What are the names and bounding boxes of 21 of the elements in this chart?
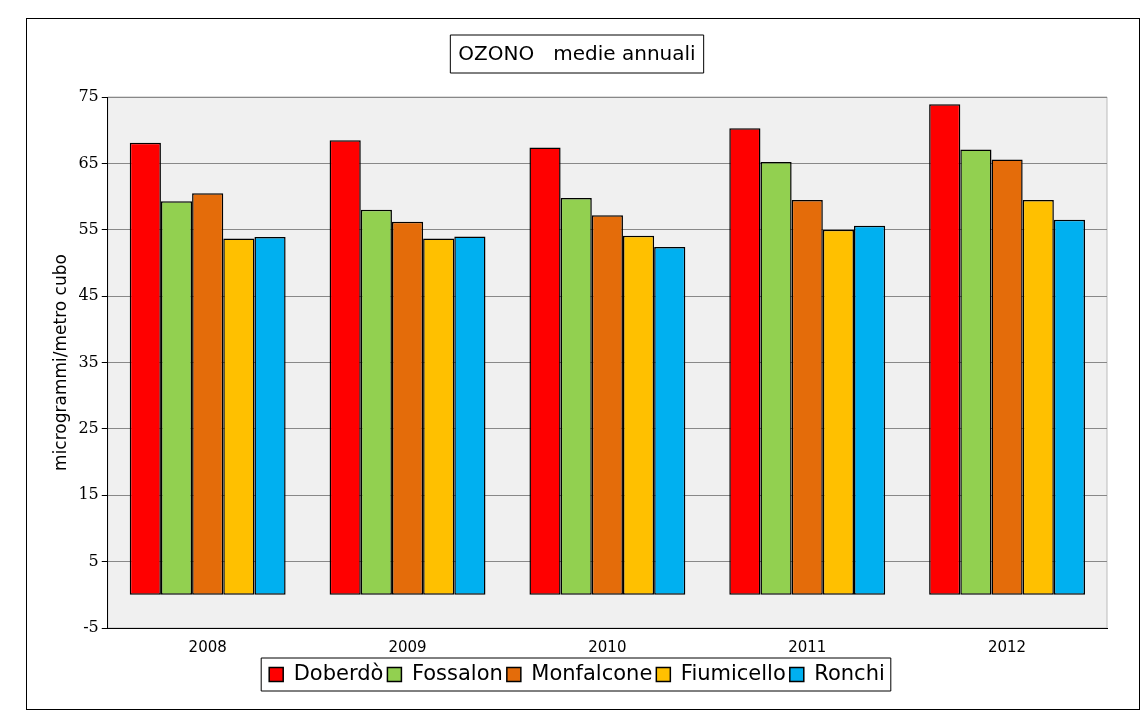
y-tick-label: 35 xyxy=(78,351,99,371)
legend-label: Doberdò xyxy=(293,660,384,685)
x-tick-label: 2009 xyxy=(388,637,427,656)
y-axis-title: microgrammi/metro cubo xyxy=(49,254,70,471)
y-tick-label: 45 xyxy=(78,285,99,305)
x-tick-label: 2010 xyxy=(588,637,627,656)
x-tick-label: 2008 xyxy=(188,637,227,656)
legend-label: Ronchi xyxy=(814,660,885,685)
x-tick-label: 2011 xyxy=(788,637,827,656)
y-tick-label: 75 xyxy=(78,86,99,106)
legend-label: Fossalon xyxy=(411,660,503,685)
y-tick-label: 55 xyxy=(78,218,99,238)
y-tick-label: 65 xyxy=(78,152,99,172)
legend-label: Monfalcone xyxy=(531,660,653,685)
y-tick-label: -5 xyxy=(83,617,99,637)
chart-title: OZONO medie annuali xyxy=(458,41,696,66)
y-tick-label: 5 xyxy=(88,550,99,570)
legend-label: Fiumicello xyxy=(680,660,786,685)
x-tick-label: 2012 xyxy=(987,637,1027,656)
y-tick-label: 25 xyxy=(78,418,99,438)
y-tick-label: 15 xyxy=(78,484,99,504)
